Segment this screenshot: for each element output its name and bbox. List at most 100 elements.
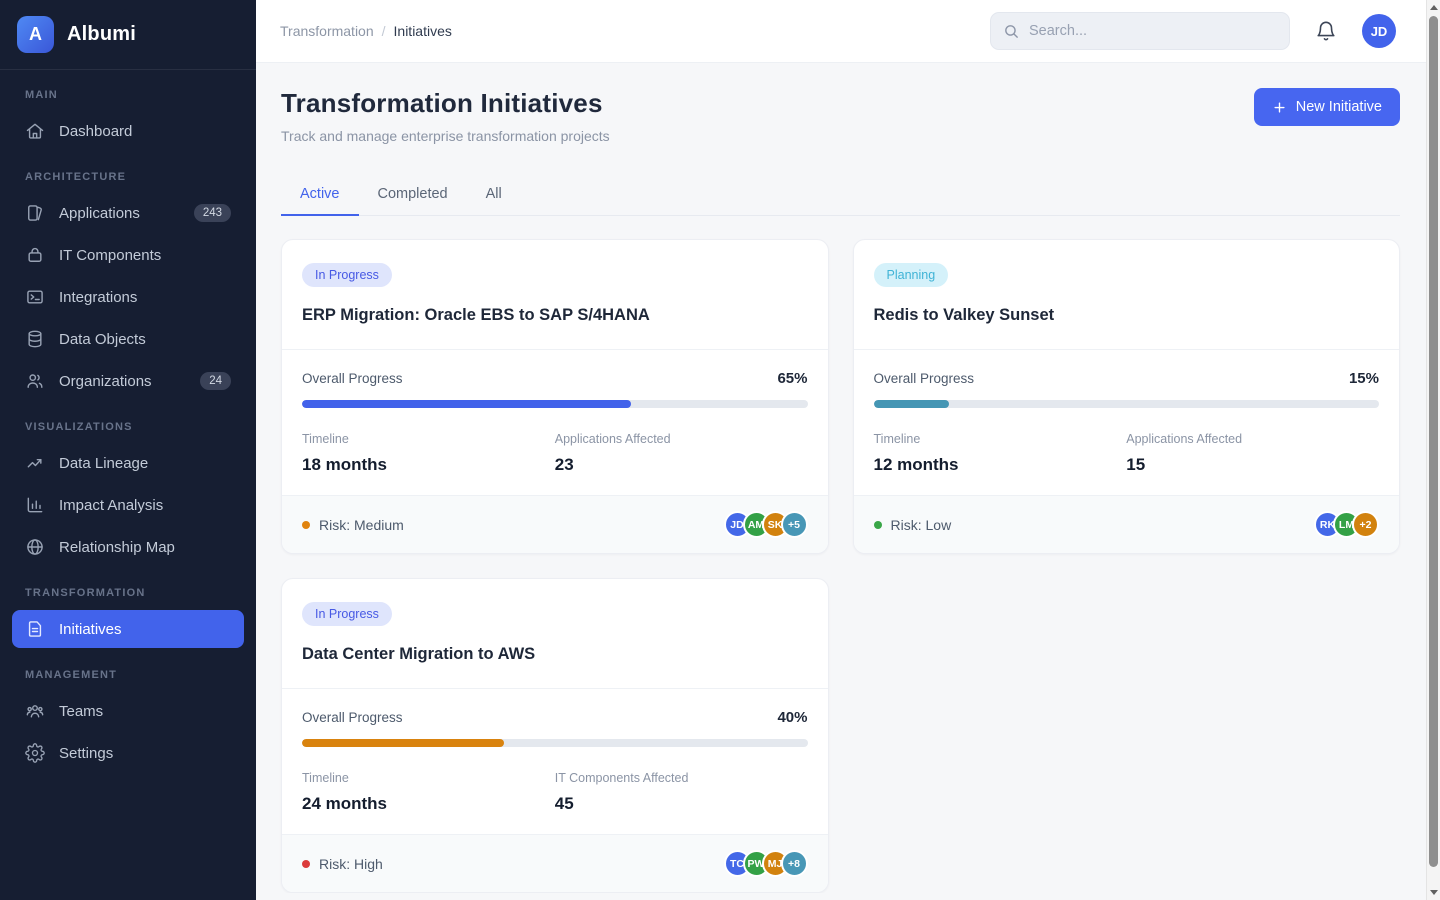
tab-bar: Active Completed All: [281, 174, 1400, 216]
notification-bell-icon[interactable]: [1315, 20, 1337, 42]
sidebar-item-settings[interactable]: Settings: [12, 734, 244, 772]
initiative-card: In Progress ERP Migration: Oracle EBS to…: [281, 239, 829, 554]
sidebar-item-data-objects[interactable]: Data Objects: [12, 320, 244, 358]
status-badge: In Progress: [302, 263, 392, 287]
avatar-group: TC PW MJ +8: [723, 850, 808, 877]
gear-icon: [25, 743, 45, 763]
card-header: Planning Redis to Valkey Sunset: [854, 240, 1400, 349]
sidebar-item-impact-analysis[interactable]: Impact Analysis: [12, 486, 244, 524]
card-header: In Progress ERP Migration: Oracle EBS to…: [282, 240, 828, 349]
stat-value: 15: [1126, 455, 1146, 474]
search-icon: [1005, 24, 1018, 38]
card-body: Overall Progress 15% Timeline 12 months: [853, 349, 1399, 495]
sidebar-item-dashboard[interactable]: Dashboard: [12, 112, 244, 150]
page-header: Transformation Initiatives Track and man…: [281, 88, 1400, 144]
tab-all[interactable]: All: [485, 186, 502, 202]
scroll-up-arrow[interactable]: [1427, 0, 1440, 15]
trend-up-icon: [25, 453, 45, 473]
section-label-transformation: TRANSFORMATION: [25, 587, 146, 599]
progress-fill: [873, 400, 950, 408]
section-label-architecture: ARCHITECTURE: [25, 171, 127, 183]
team-icon: [25, 701, 45, 721]
card-title: ERP Migration: Oracle EBS to SAP S/4HANA: [302, 306, 650, 324]
stat: Timeline 12 months: [874, 432, 1127, 475]
stat-value: 24 months: [302, 794, 388, 813]
sidebar: A Albumi MAIN Dashboard ARCHITECTURE App…: [0, 0, 256, 900]
vertical-scrollbar[interactable]: [1426, 0, 1440, 900]
sidebar-item-label: IT Components: [59, 246, 162, 264]
bar-chart-icon: [25, 495, 45, 515]
sidebar-item-applications[interactable]: Applications 243: [12, 194, 244, 232]
status-badge: Planning: [873, 263, 949, 287]
tab-completed[interactable]: Completed: [377, 186, 448, 202]
avatar-overflow: +2: [1352, 511, 1379, 538]
sidebar-item-label: Dashboard: [59, 122, 133, 140]
progress-track: [873, 400, 1379, 408]
breadcrumb-parent[interactable]: Transformation: [280, 23, 374, 39]
card-body: Overall Progress 65% Timeline 18 months: [282, 349, 828, 495]
card-header: In Progress Data Center Migration to AWS: [282, 579, 828, 688]
stat-value: 12 months: [873, 455, 959, 474]
sidebar-item-it-components[interactable]: IT Components: [12, 236, 244, 274]
breadcrumb-current: Initiatives: [393, 23, 452, 39]
lock-icon: [25, 245, 45, 265]
search-box: [990, 12, 1290, 50]
applications-icon: [25, 203, 45, 223]
section-label-management: MANAGEMENT: [25, 669, 118, 681]
sidebar-item-label: Data Lineage: [59, 454, 149, 472]
stat-label: Timeline: [302, 432, 349, 446]
progress-label: Overall Progress: [302, 371, 403, 386]
breadcrumb: Transformation / Initiatives: [280, 23, 452, 39]
avatar-overflow: +5: [780, 511, 808, 538]
tab-active[interactable]: Active: [281, 174, 359, 216]
progress-fill: [302, 400, 631, 408]
risk-label: Risk: High: [319, 855, 383, 872]
card-footer: Risk: Medium JD AM SK +5: [282, 495, 828, 553]
search-input[interactable]: [1029, 23, 1277, 39]
topbar: Transformation / Initiatives JD: [256, 0, 1440, 63]
risk-indicator: Risk: Low: [873, 516, 952, 533]
stat: Applications Affected 23: [555, 432, 808, 475]
sidebar-item-label: Initiatives: [59, 620, 122, 638]
initiative-card: Planning Redis to Valkey Sunset Overall …: [852, 239, 1400, 554]
empty-grid-cell: [853, 578, 1401, 893]
breadcrumb-separator: /: [381, 23, 386, 39]
stat-value: 23: [554, 455, 574, 474]
scrollbar-track[interactable]: [1427, 15, 1440, 885]
stat: IT Components Affected 45: [555, 771, 808, 814]
risk-dot: [302, 859, 310, 868]
user-avatar[interactable]: JD: [1362, 14, 1396, 48]
sidebar-item-data-lineage[interactable]: Data Lineage: [12, 444, 244, 482]
home-icon: [25, 121, 45, 141]
stat-label: IT Components Affected: [554, 771, 689, 785]
document-icon: [25, 619, 45, 639]
stat-label: Applications Affected: [1126, 432, 1243, 446]
stat-label: Timeline: [302, 771, 349, 785]
brand-header: A Albumi: [0, 0, 256, 70]
progress-value: 15%: [1348, 370, 1379, 387]
sidebar-item-initiatives[interactable]: Initiatives: [12, 610, 244, 648]
risk-label: Risk: Low: [890, 516, 952, 533]
section-label-main: MAIN: [25, 89, 58, 101]
sidebar-item-integrations[interactable]: Integrations: [12, 278, 244, 316]
card-title: Redis to Valkey Sunset: [873, 306, 1055, 324]
app-name: Albumi: [67, 23, 136, 45]
sidebar-item-label: Data Objects: [59, 330, 146, 348]
new-initiative-button[interactable]: New Initiative: [1253, 88, 1400, 126]
section-label-visualizations: VISUALIZATIONS: [25, 421, 133, 433]
card-title: Data Center Migration to AWS: [302, 645, 536, 663]
initiative-card: In Progress Data Center Migration to AWS…: [281, 578, 829, 893]
progress-label: Overall Progress: [302, 710, 403, 725]
page-content: Transformation Initiatives Track and man…: [256, 63, 1440, 893]
risk-label: Risk: Medium: [319, 516, 404, 533]
main-column: Transformation / Initiatives JD Transfor…: [256, 0, 1440, 900]
sidebar-item-relationship-map[interactable]: Relationship Map: [12, 528, 244, 566]
stat-value: 18 months: [302, 455, 388, 474]
sidebar-item-teams[interactable]: Teams: [12, 692, 244, 730]
sidebar-item-organizations[interactable]: Organizations 24: [12, 362, 244, 400]
count-badge: 24: [200, 372, 231, 390]
avatar-overflow: +8: [780, 850, 808, 877]
scroll-down-arrow[interactable]: [1427, 885, 1440, 900]
scrollbar-thumb[interactable]: [1429, 16, 1438, 867]
